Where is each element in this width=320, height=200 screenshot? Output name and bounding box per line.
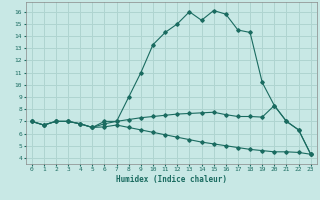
X-axis label: Humidex (Indice chaleur): Humidex (Indice chaleur) — [116, 175, 227, 184]
